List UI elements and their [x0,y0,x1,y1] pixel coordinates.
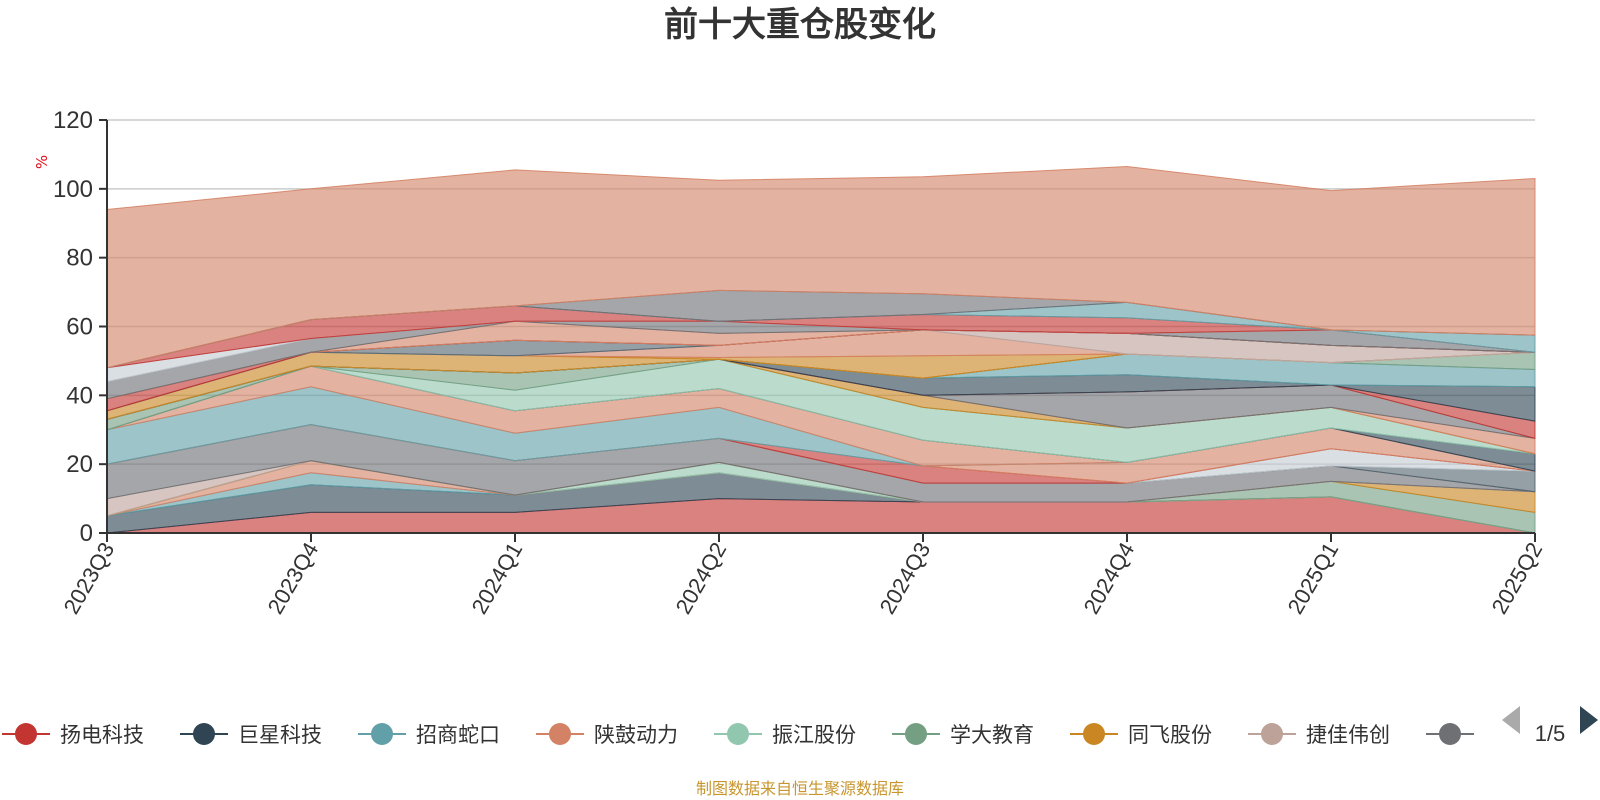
legend-item[interactable]: 陕鼓动力 [536,723,678,747]
legend-item[interactable]: 扬电科技 [2,723,144,747]
legend-next-page-icon[interactable] [1580,706,1598,734]
legend-label: 扬电科技 [60,723,144,747]
chart-title: 前十大重仓股变化 [664,5,936,45]
legend-dot-marker [549,723,571,745]
y-tick-label: 60 [66,314,93,341]
legend-dot-marker [1439,723,1461,745]
legend-label: 巨星科技 [238,723,322,747]
legend-item[interactable]: 学大教育 [892,723,1034,747]
legend-label: 陕鼓动力 [594,723,678,747]
legend-item[interactable]: 同飞股份 [1070,723,1212,747]
legend-label: 振江股份 [772,723,856,747]
x-tick-label: 2023Q3 [59,538,120,618]
x-tick-label: 2025Q2 [1487,538,1548,618]
legend-label: 同飞股份 [1128,723,1212,747]
y-tick-label: 0 [80,520,93,547]
legend-dot-marker [727,723,749,745]
legend-item[interactable]: 巨星科技 [180,723,322,747]
legend-dot-marker [905,723,927,745]
legend-item[interactable]: 招商蛇口 [358,723,500,747]
x-tick-label: 2023Q4 [263,538,324,618]
x-tick-label: 2024Q3 [875,538,936,618]
series-area [106,165,1536,369]
plot-areas [106,165,1536,534]
y-tick-label: 100 [53,176,93,203]
legend-item[interactable]: 捷佳伟创 [1248,723,1390,747]
legend: 扬电科技 巨星科技 招商蛇口 陕鼓动力 振江股份 学大教育 同飞股份 捷佳伟创 1/5 [2,706,1598,747]
legend-label: 学大教育 [950,723,1034,747]
y-tick-label: 120 [53,107,93,134]
y-axis-unit-label: % [33,155,51,169]
legend-dot-marker [1261,723,1283,745]
x-tick-label: 2025Q1 [1283,538,1344,618]
legend-label: 捷佳伟创 [1306,723,1390,747]
legend-dot-marker [15,723,37,745]
y-tick-label: 20 [66,451,93,478]
legend-label: 招商蛇口 [416,723,500,747]
x-tick-label: 2024Q2 [671,538,732,618]
legend-dot-marker [371,723,393,745]
legend-item[interactable]: 振江股份 [714,723,856,747]
y-tick-label: 80 [66,245,93,272]
legend-dot-marker [1083,723,1105,745]
x-tick-label: 2024Q4 [1079,538,1140,618]
legend-page-indicator: 1/5 [1535,721,1566,746]
legend-prev-page-icon[interactable] [1502,706,1520,734]
source-footer: 制图数据来自恒生聚源数据库 [696,779,904,798]
y-tick-label: 40 [66,382,93,409]
legend-dot-marker [193,723,215,745]
legend-item[interactable] [1426,723,1474,745]
x-tick-label: 2024Q1 [467,538,528,618]
